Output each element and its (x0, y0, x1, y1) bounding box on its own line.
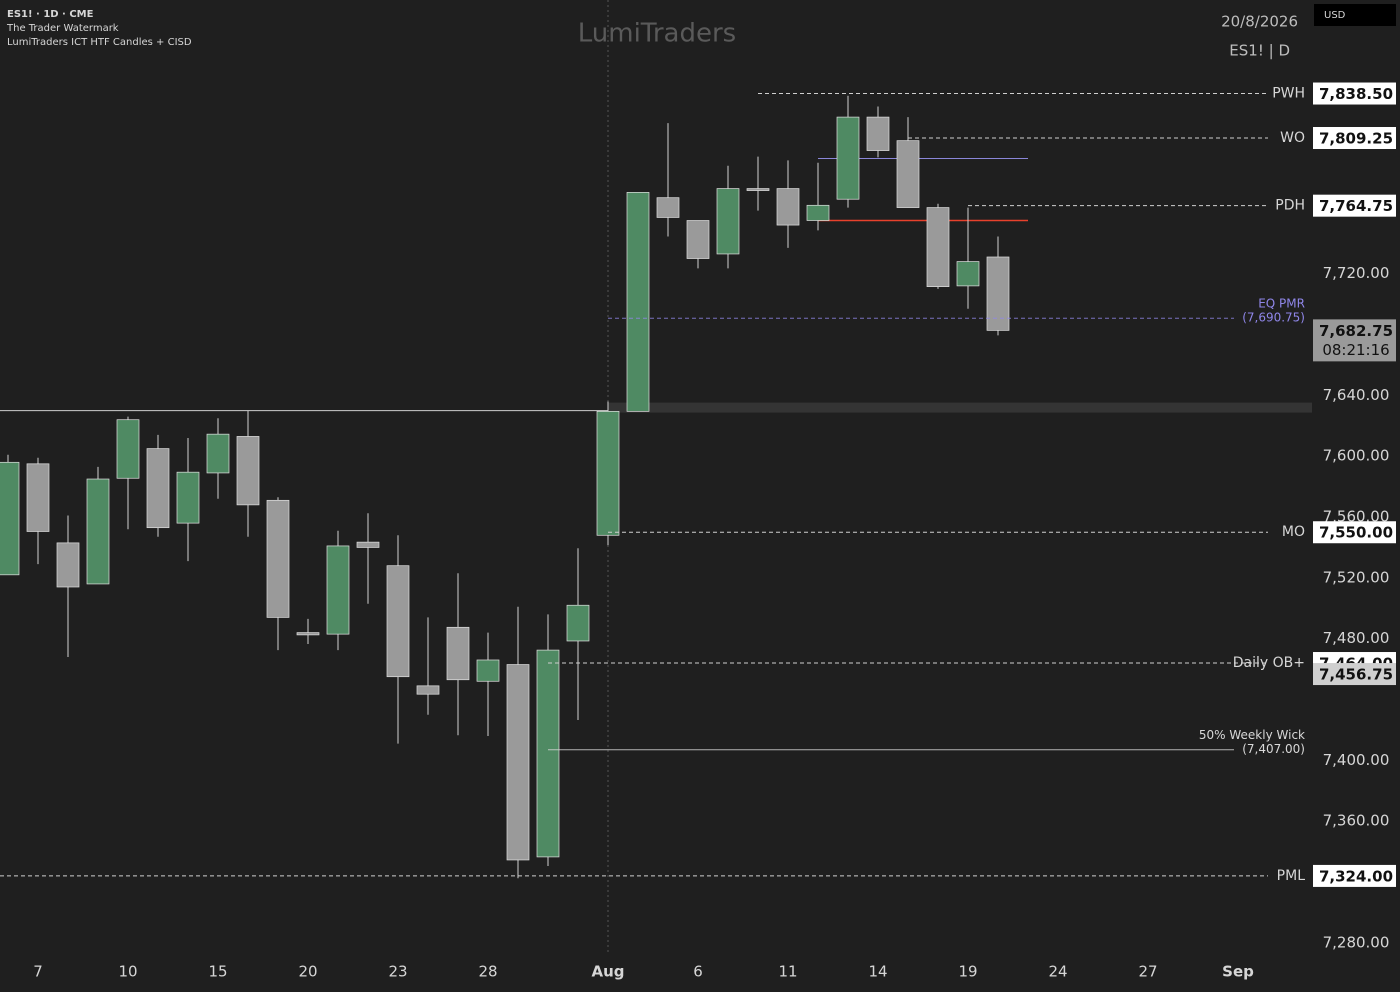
level-name: MO (1282, 524, 1305, 540)
candle-body (536, 649, 560, 858)
candle-body (356, 541, 380, 548)
price-box (1313, 194, 1396, 217)
price-label: 7,324.00 (1319, 867, 1393, 885)
last-price-box (1313, 319, 1396, 362)
candle-body (956, 261, 980, 287)
x-tick-label: 27 (1138, 963, 1157, 981)
candle-body (266, 499, 290, 618)
candle-body (0, 461, 20, 576)
y-tick-label: 7,400.00 (1323, 751, 1390, 769)
marker-box (1313, 663, 1396, 686)
candle-body (626, 192, 650, 412)
candle-body (986, 256, 1010, 331)
candle-body (686, 220, 710, 259)
x-tick-label: 23 (388, 963, 407, 981)
candle-body (236, 436, 260, 506)
level-value: (7,407.00) (1242, 742, 1305, 756)
candle-body (446, 626, 470, 681)
candle-body (506, 664, 530, 861)
x-tick-label: Sep (1222, 963, 1254, 981)
zone (608, 402, 1312, 413)
currency-box (1314, 4, 1396, 26)
price-label: 7,809.25 (1319, 130, 1393, 148)
x-tick-label: 28 (478, 963, 497, 981)
indicator-label: The Trader Watermark (6, 23, 119, 34)
candle-body (806, 204, 830, 221)
y-tick-label: 7,480.00 (1323, 629, 1390, 647)
y-tick-label: 7,280.00 (1323, 933, 1390, 951)
candle-body (86, 478, 110, 585)
candle-body (746, 188, 770, 191)
candle-body (26, 463, 50, 532)
currency-label: USD (1324, 10, 1346, 21)
level-name: PML (1277, 868, 1306, 884)
y-tick-label: 7,600.00 (1323, 447, 1390, 465)
watermark: LumiTraders (578, 19, 736, 49)
level-name: EQ PMR (1258, 297, 1305, 311)
x-tick-label: 6 (693, 963, 703, 981)
candle-body (776, 188, 800, 226)
y-tick-label: 7,720.00 (1323, 264, 1390, 282)
price-box (1313, 521, 1396, 544)
level-name: Daily OB+ (1233, 655, 1305, 671)
x-tick-label: Aug (591, 963, 624, 981)
price-box (1313, 864, 1396, 887)
marker-label: 7,456.75 (1319, 666, 1393, 684)
price-label: 7,838.50 (1319, 85, 1393, 103)
y-tick-label: 7,640.00 (1323, 386, 1390, 404)
x-tick-label: 20 (298, 963, 317, 981)
level-name: 50% Weekly Wick (1199, 728, 1305, 742)
symbol-header: ES1! · 1D · CME (7, 9, 94, 20)
y-tick-label: 7,520.00 (1323, 568, 1390, 586)
countdown: 08:21:16 (1322, 341, 1389, 359)
y-tick-label: 7,360.00 (1323, 812, 1390, 830)
x-tick-label: 24 (1048, 963, 1067, 981)
candle-body (176, 471, 200, 524)
candle-body (866, 116, 890, 151)
price-box (1313, 127, 1396, 150)
x-tick-label: 11 (778, 963, 797, 981)
candle-body (386, 565, 410, 678)
candle-body (56, 542, 80, 588)
candle-body (926, 207, 950, 288)
symbol-label: ES1! | D (1229, 42, 1290, 60)
candle-body (206, 433, 230, 474)
candle-body (476, 659, 500, 682)
indicator-label: LumiTraders ICT HTF Candles + CISD (7, 37, 192, 48)
candle-body (116, 419, 140, 479)
candle-body (296, 632, 320, 636)
level-name: WO (1280, 130, 1305, 146)
level-name: PDH (1275, 198, 1305, 214)
candle-body (146, 448, 170, 529)
x-tick-label: 19 (958, 963, 977, 981)
candle-body (596, 410, 620, 536)
x-tick-label: 7 (33, 963, 43, 981)
price-label: 7,550.00 (1319, 524, 1393, 542)
date-label: 20/8/2026 (1221, 13, 1298, 31)
y-tick-label: 7,560.00 (1323, 508, 1390, 526)
candle-body (566, 604, 590, 642)
last-price-label: 7,682.75 (1319, 322, 1393, 340)
level-value: (7,690.75) (1242, 311, 1305, 325)
x-tick-label: 10 (118, 963, 137, 981)
candle-body (896, 140, 920, 208)
candle-body (836, 116, 860, 200)
x-tick-label: 15 (208, 963, 227, 981)
candle-body (416, 685, 440, 695)
candle-body (326, 545, 350, 635)
level-name: PWH (1272, 86, 1305, 102)
price-box (1313, 82, 1396, 105)
x-tick-label: 14 (868, 963, 887, 981)
price-label: 7,764.75 (1319, 197, 1393, 215)
candle-body (716, 188, 740, 255)
candle-body (656, 197, 680, 218)
